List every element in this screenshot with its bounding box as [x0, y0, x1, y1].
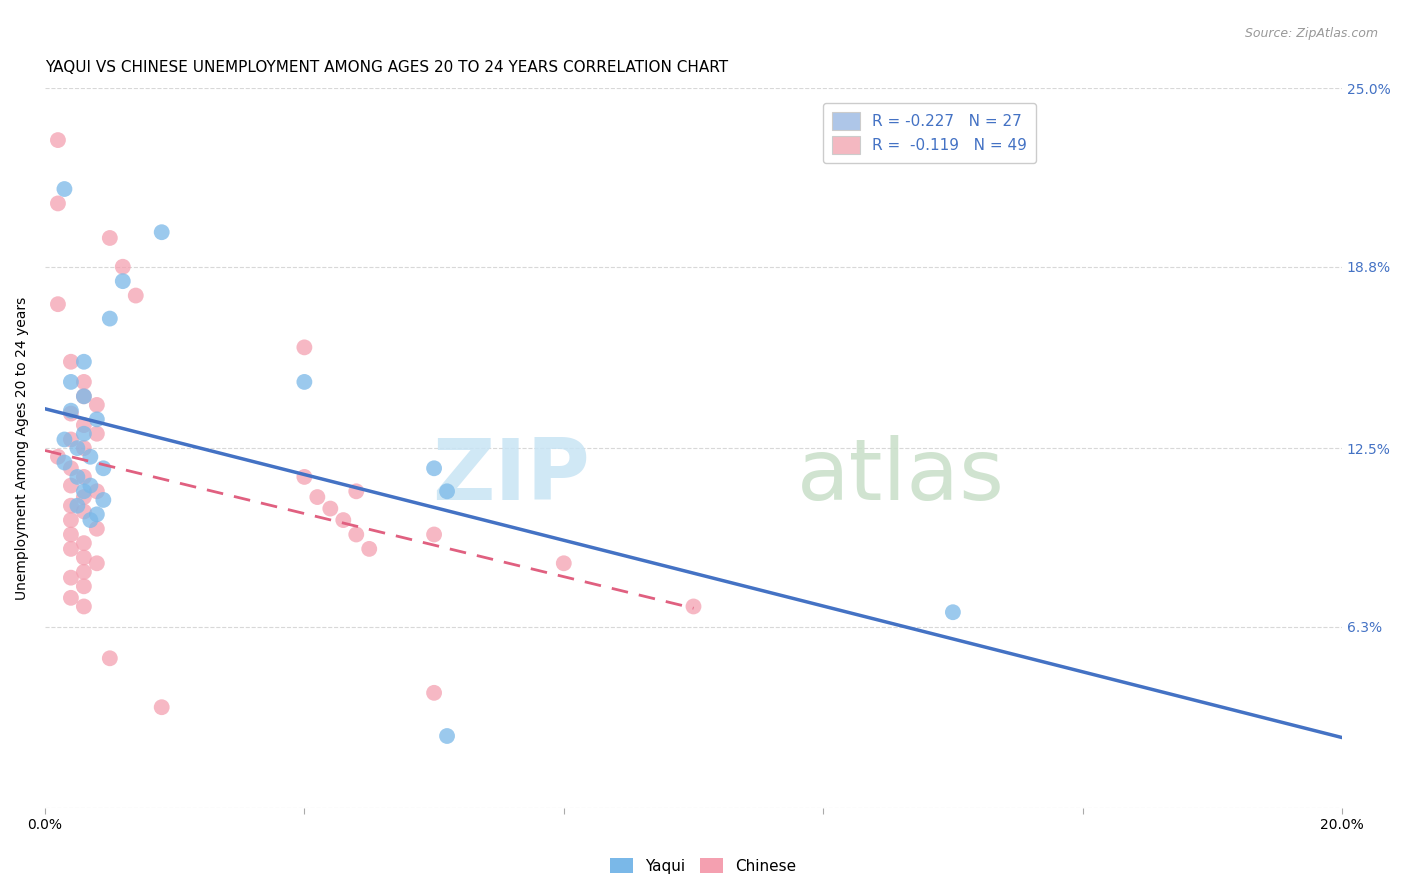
Point: [73, 426, 96, 441]
Point: [292, 340, 315, 354]
Point: [91, 461, 114, 475]
Point: [59, 499, 82, 513]
Point: [359, 541, 381, 556]
Point: [436, 729, 458, 743]
Point: [150, 225, 173, 239]
Point: [319, 501, 342, 516]
Point: [73, 599, 96, 614]
Point: [59, 571, 82, 585]
Point: [73, 565, 96, 579]
Point: [73, 355, 96, 369]
Y-axis label: Unemployment Among Ages 20 to 24 years: Unemployment Among Ages 20 to 24 years: [15, 296, 30, 599]
Point: [53, 433, 76, 447]
Point: [86, 556, 108, 570]
Point: [292, 375, 315, 389]
Point: [66, 470, 89, 484]
Point: [66, 441, 89, 455]
Point: [73, 389, 96, 403]
Point: [86, 426, 108, 441]
Point: [73, 389, 96, 403]
Point: [73, 375, 96, 389]
Point: [98, 231, 121, 245]
Point: [344, 527, 367, 541]
Point: [98, 311, 121, 326]
Legend: R = -0.227   N = 27, R =  -0.119   N = 49: R = -0.227 N = 27, R = -0.119 N = 49: [823, 103, 1036, 163]
Point: [46, 450, 69, 464]
Point: [79, 513, 101, 527]
Point: [111, 260, 134, 274]
Point: [98, 651, 121, 665]
Point: [59, 478, 82, 492]
Point: [73, 418, 96, 433]
Point: [423, 686, 446, 700]
Point: [59, 591, 82, 605]
Point: [553, 556, 575, 570]
Point: [423, 461, 446, 475]
Point: [86, 522, 108, 536]
Point: [73, 470, 96, 484]
Point: [79, 478, 101, 492]
Point: [73, 490, 96, 504]
Point: [436, 484, 458, 499]
Point: [307, 490, 329, 504]
Text: YAQUI VS CHINESE UNEMPLOYMENT AMONG AGES 20 TO 24 YEARS CORRELATION CHART: YAQUI VS CHINESE UNEMPLOYMENT AMONG AGES…: [45, 60, 728, 75]
Point: [86, 412, 108, 426]
Point: [53, 456, 76, 470]
Text: Source: ZipAtlas.com: Source: ZipAtlas.com: [1244, 27, 1378, 40]
Point: [332, 513, 354, 527]
Point: [86, 484, 108, 499]
Point: [59, 403, 82, 417]
Point: [46, 196, 69, 211]
Point: [682, 599, 704, 614]
Text: atlas: atlas: [797, 435, 1005, 518]
Point: [59, 407, 82, 421]
Point: [423, 527, 446, 541]
Point: [59, 461, 82, 475]
Point: [59, 527, 82, 541]
Point: [73, 550, 96, 565]
Point: [150, 700, 173, 714]
Point: [59, 513, 82, 527]
Point: [59, 355, 82, 369]
Point: [73, 441, 96, 455]
Point: [46, 297, 69, 311]
Point: [59, 433, 82, 447]
Point: [73, 504, 96, 518]
Point: [344, 484, 367, 499]
Legend: Yaqui, Chinese: Yaqui, Chinese: [603, 852, 803, 880]
Point: [86, 398, 108, 412]
Point: [91, 492, 114, 507]
Point: [53, 182, 76, 196]
Point: [73, 536, 96, 550]
Point: [66, 499, 89, 513]
Point: [73, 579, 96, 593]
Point: [79, 450, 101, 464]
Point: [111, 274, 134, 288]
Point: [46, 133, 69, 147]
Point: [125, 288, 148, 302]
Text: ZIP: ZIP: [432, 435, 589, 518]
Point: [73, 484, 96, 499]
Point: [86, 508, 108, 522]
Point: [292, 470, 315, 484]
Point: [59, 375, 82, 389]
Point: [59, 541, 82, 556]
Point: [942, 605, 965, 619]
